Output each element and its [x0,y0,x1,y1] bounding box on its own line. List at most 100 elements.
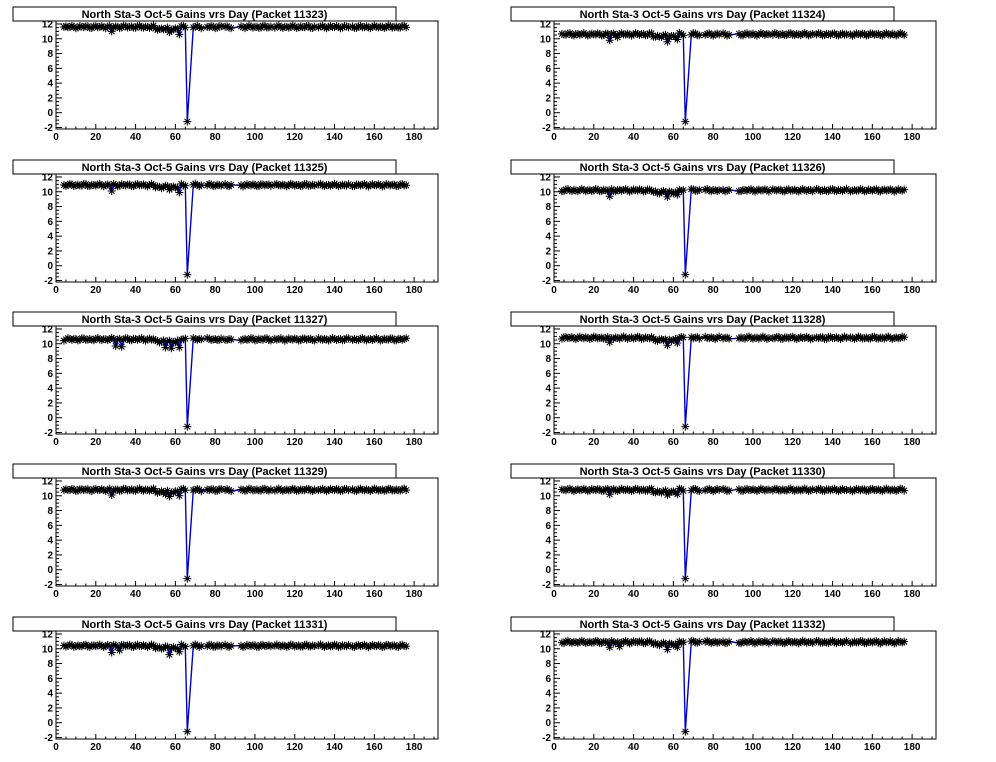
data-point [567,30,576,39]
data-point [828,485,837,494]
data-point [669,641,678,650]
data-point [790,637,799,646]
data-point [296,22,305,31]
x-tick-label: 40 [628,285,640,296]
data-point [645,185,654,194]
y-tick-label: 0 [545,718,551,729]
data-point [181,486,190,495]
title-box [12,311,397,327]
data-point [615,29,624,38]
data-point [91,22,100,31]
data-point [314,180,323,189]
data-point [573,485,582,494]
data-point [334,182,343,191]
data-point [266,485,275,494]
data-point [758,638,767,647]
data-point [605,192,614,201]
y-tick-label: -2 [542,276,551,287]
data-point [272,179,281,188]
data-point [266,22,275,31]
data-point [179,642,188,651]
plot-frame [55,173,439,283]
data-point [681,422,690,431]
y-tick-label: 12 [42,172,54,183]
x-tick-label: 120 [286,437,303,448]
data-point [109,23,118,32]
x-tick-label: 20 [588,437,600,448]
data-point [328,333,337,342]
data-point [681,117,690,126]
x-tick-label: 160 [864,132,881,143]
data-point [71,24,80,33]
data-point [342,485,351,494]
data-point [723,333,732,342]
x-tick-label: 80 [210,742,222,753]
data-point [330,486,339,495]
data-point [754,334,763,343]
data-point [675,334,684,343]
data-point [306,642,315,651]
data-point [689,334,698,343]
data-point [374,486,383,495]
data-point [107,333,116,342]
series-line [561,32,905,122]
data-point [223,181,232,190]
data-point [278,486,287,495]
data-point [653,31,662,40]
data-point [820,185,829,194]
data-point [356,334,365,343]
data-point [79,23,88,32]
data-point [659,638,668,647]
data-point [195,642,204,651]
data-point [607,485,616,494]
data-point [183,727,192,736]
data-point [113,182,122,191]
data-point [673,190,682,199]
data-point [677,638,686,647]
data-point [310,485,319,494]
data-point [675,637,684,646]
y-tick-label: 6 [47,521,53,532]
y-tick-label: 10 [540,34,552,45]
title-box [510,616,895,632]
data-point [258,335,267,344]
data-point [647,484,656,493]
data-point [874,334,883,343]
data-point [322,487,331,496]
data-point [103,336,112,345]
data-point [866,186,875,195]
data-point [402,23,411,32]
data-point [826,332,835,341]
data-point [846,639,855,648]
y-tick-label: 2 [545,246,551,257]
data-point [838,638,847,647]
x-tick-label: 160 [864,437,881,448]
data-point [266,181,275,190]
y-tick-label: 8 [47,354,53,365]
data-point [324,641,333,650]
data-point [715,638,724,647]
data-point [260,181,269,190]
data-point [742,638,751,647]
data-point [244,484,253,493]
x-tick-label: 160 [366,742,383,753]
chart-panel: 0 20 40 60 80 100 120 140 160 180-2024681012North… [510,159,937,296]
data-point [826,486,835,495]
data-point [205,179,214,188]
data-point [239,182,248,191]
data-point [151,644,160,653]
data-point [113,335,122,344]
y-tick-label: 12 [540,324,552,335]
data-point [707,187,716,196]
data-point [627,31,636,40]
data-point [611,333,620,342]
y-tick-label: 8 [545,49,551,60]
data-point [737,333,746,342]
x-tick-label: 0 [551,742,557,753]
y-tick-label: 4 [545,79,551,90]
data-point [402,334,411,343]
data-point [870,637,879,646]
data-point [239,643,248,652]
x-tick-label: 80 [210,437,222,448]
data-point [575,30,584,39]
